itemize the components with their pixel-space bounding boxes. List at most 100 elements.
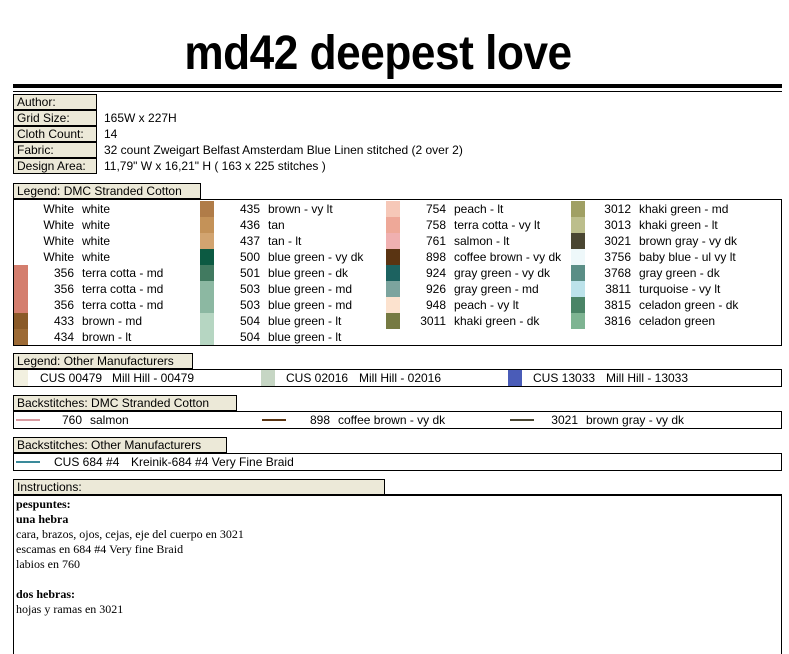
- floss-name: white: [82, 202, 111, 216]
- color-swatch: [571, 313, 585, 329]
- color-swatch: [14, 265, 28, 281]
- floss-name: tan - lt: [268, 234, 302, 248]
- color-swatch: [386, 313, 400, 329]
- floss-name: salmon: [90, 413, 129, 427]
- floss-number: 926: [425, 282, 446, 296]
- color-swatch: [200, 329, 214, 345]
- legend-item: White white: [14, 233, 199, 249]
- legend-item: 501 blue green - dk: [200, 265, 385, 281]
- floss-number: 501: [239, 266, 260, 280]
- floss-name: celadon green - dk: [639, 298, 739, 312]
- legend-item: 761 salmon - lt: [386, 233, 571, 249]
- legend-item: 3012 khaki green - md: [571, 201, 776, 217]
- legend-dmc-box: White white White white White white Whit…: [13, 199, 782, 346]
- floss-name: blue green - lt: [268, 330, 342, 344]
- color-swatch: [14, 297, 28, 313]
- floss-number: 3768: [604, 266, 631, 280]
- backstitch-line-icon: [510, 419, 534, 421]
- floss-number: 948: [425, 298, 446, 312]
- color-swatch: [571, 297, 585, 313]
- floss-name: peach - vy lt: [454, 298, 519, 312]
- floss-name: turquoise - vy lt: [639, 282, 721, 296]
- floss-name: terra cotta - md: [82, 282, 164, 296]
- legend-item: 434 brown - lt: [14, 329, 199, 345]
- backstitch-other-header: Backstitches: Other Manufacturers: [13, 437, 227, 453]
- color-swatch: [200, 249, 214, 265]
- cloth-count-label: Cloth Count:: [13, 126, 97, 142]
- instruction-line: hojas y ramas en 3021: [16, 602, 124, 616]
- color-swatch: [200, 281, 214, 297]
- color-swatch: [508, 370, 522, 386]
- author-label: Author:: [13, 94, 97, 110]
- legend-item: 504 blue green - lt: [200, 329, 385, 345]
- floss-number: 924: [425, 266, 446, 280]
- color-swatch: [386, 217, 400, 233]
- item-name: Mill Hill - 13033: [606, 371, 689, 385]
- legend-item: 437 tan - lt: [200, 233, 385, 249]
- color-swatch: [14, 281, 28, 297]
- color-swatch: [386, 233, 400, 249]
- floss-number: 356: [53, 282, 74, 296]
- floss-name: terra cotta - vy lt: [454, 218, 541, 232]
- floss-number: 356: [53, 298, 74, 312]
- color-swatch: [14, 370, 28, 386]
- floss-name: white: [82, 218, 111, 232]
- floss-number: 434: [53, 330, 74, 344]
- color-swatch: [571, 265, 585, 281]
- legend-item: 758 terra cotta - vy lt: [386, 217, 571, 233]
- fabric-value: 32 count Zweigart Belfast Amsterdam Blue…: [104, 143, 463, 157]
- legend-item: 435 brown - vy lt: [200, 201, 385, 217]
- design-area-value: 11,79" W x 16,21" H ( 163 x 225 stitches…: [104, 159, 326, 173]
- title-rule-thin: [13, 91, 782, 92]
- floss-number: 3011: [420, 314, 446, 328]
- color-swatch: [386, 249, 400, 265]
- color-swatch: [261, 370, 275, 386]
- item-name: Mill Hill - 02016: [359, 371, 442, 385]
- backstitch-dmc-header: Backstitches: DMC Stranded Cotton: [13, 395, 237, 411]
- floss-name: salmon - lt: [454, 234, 510, 248]
- fabric-label: Fabric:: [13, 142, 97, 158]
- floss-number: 3756: [604, 250, 631, 264]
- floss-number: 3021: [551, 413, 578, 427]
- floss-number: 500: [239, 250, 260, 264]
- instruction-line: cara, brazos, ojos, cejas, eje del cuerp…: [16, 527, 244, 541]
- legend-item: 436 tan: [200, 217, 385, 233]
- floss-number: White: [43, 202, 74, 216]
- legend-item: 504 blue green - lt: [200, 313, 385, 329]
- item-name: Kreinik-684 #4 Very Fine Braid: [131, 455, 294, 469]
- color-swatch: [14, 313, 28, 329]
- color-swatch: [571, 249, 585, 265]
- instruction-line: una hebra: [16, 512, 69, 526]
- legend-item: White white: [14, 249, 199, 265]
- floss-number: 3816: [604, 314, 631, 328]
- backstitch-line-icon: [16, 461, 40, 463]
- floss-name: blue green - md: [268, 282, 353, 296]
- color-swatch: [200, 233, 214, 249]
- legend-item: 356 terra cotta - md: [14, 297, 199, 313]
- floss-number: 898: [309, 413, 330, 427]
- floss-name: tan: [268, 218, 285, 232]
- floss-name: peach - lt: [454, 202, 504, 216]
- legend-item: 3816 celadon green: [571, 313, 776, 329]
- legend-item: White white: [14, 217, 199, 233]
- color-swatch: [200, 217, 214, 233]
- color-swatch: [386, 297, 400, 313]
- floss-number: 3811: [605, 282, 631, 296]
- backstitch-dmc-box: 760 salmon 898 coffee brown - vy dk 3021…: [13, 411, 782, 429]
- floss-name: brown gray - vy dk: [639, 234, 738, 248]
- legend-item: 356 terra cotta - md: [14, 265, 199, 281]
- floss-name: brown - md: [82, 314, 143, 328]
- floss-name: blue green - lt: [268, 314, 342, 328]
- backstitch-item: 3021 brown gray - vy dk: [510, 412, 760, 428]
- legend-item: 754 peach - lt: [386, 201, 571, 217]
- floss-name: khaki green - dk: [454, 314, 540, 328]
- backstitch-other-box: CUS 684 #4 Kreinik-684 #4 Very Fine Brai…: [13, 453, 782, 471]
- legend-item: 924 gray green - vy dk: [386, 265, 571, 281]
- legend-other-item: CUS 02016 Mill Hill - 02016: [260, 370, 500, 386]
- floss-number: 3021: [604, 234, 631, 248]
- floss-name: baby blue - ul vy lt: [639, 250, 736, 264]
- floss-number: 761: [425, 234, 446, 248]
- backstitch-item: 760 salmon: [14, 412, 254, 428]
- color-swatch: [571, 281, 585, 297]
- color-swatch: [571, 233, 585, 249]
